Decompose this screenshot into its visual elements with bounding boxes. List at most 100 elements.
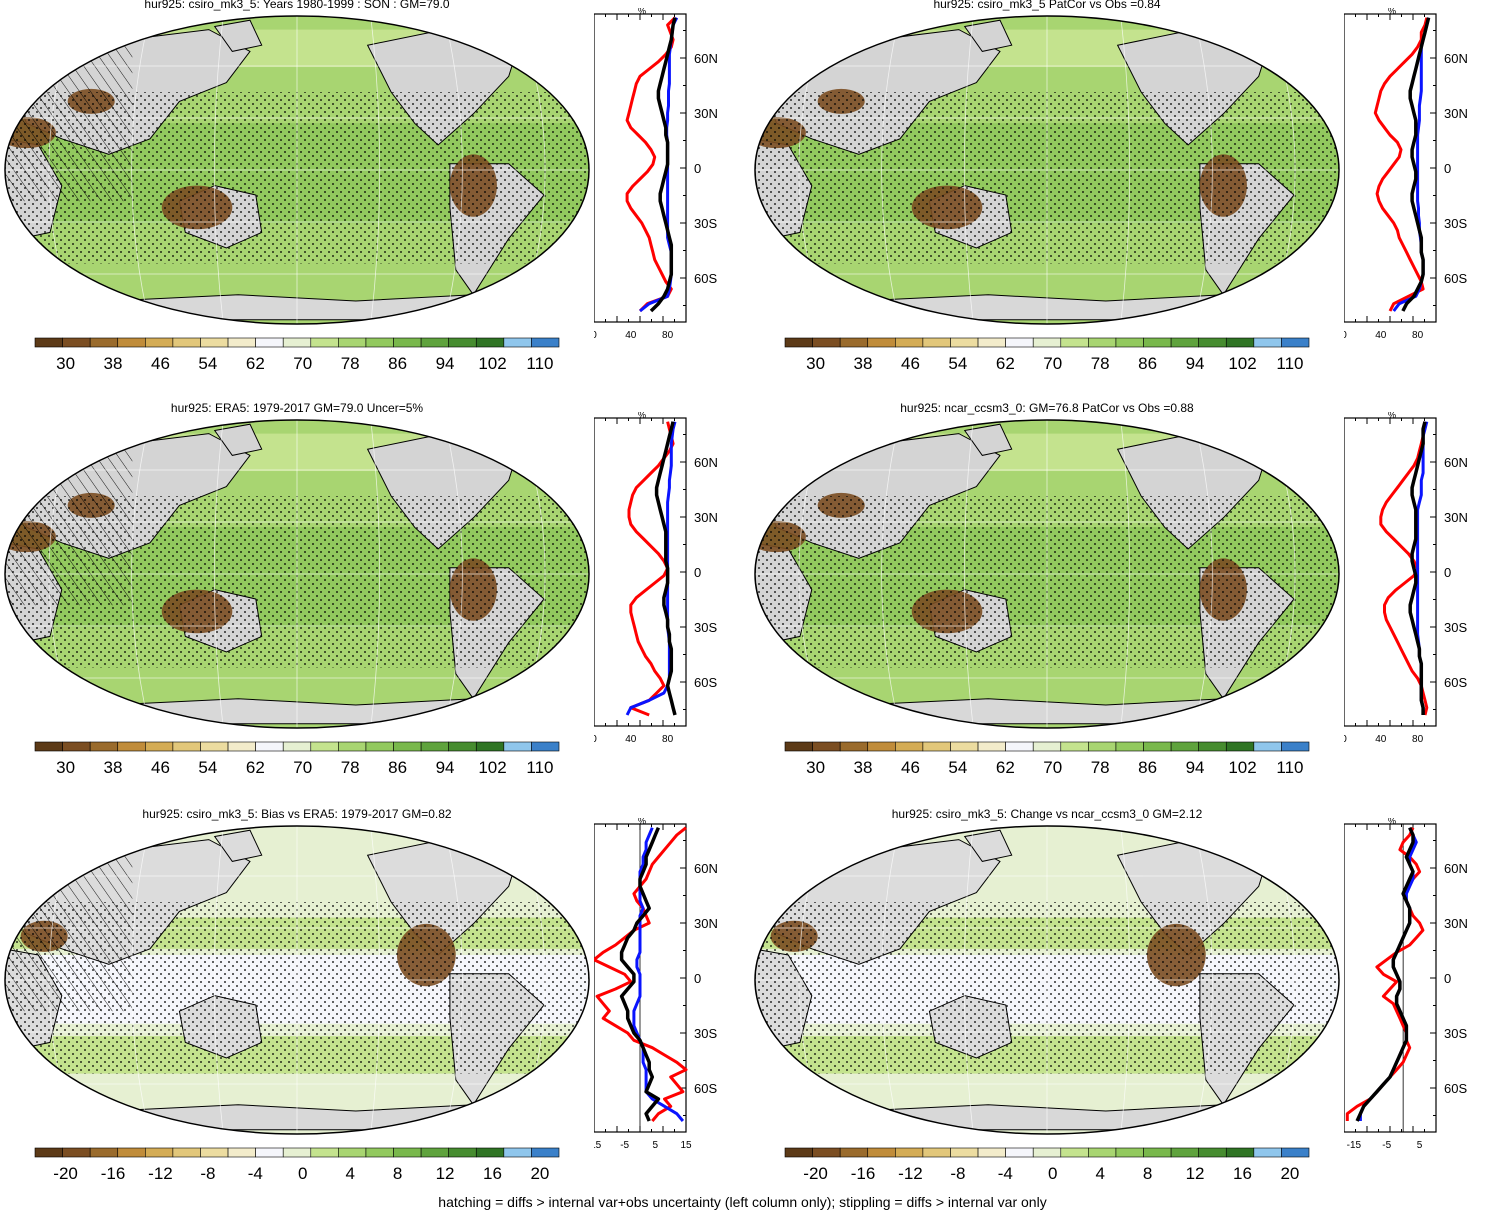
profile-lat-label: 30S: [1444, 1026, 1467, 1041]
colorbar-tick-label: 94: [436, 354, 455, 373]
colorbar-swatch: [1281, 337, 1310, 348]
land-mass: [963, 829, 1013, 862]
colorbar-tick-label: 54: [198, 354, 217, 373]
colorbar-tick-label: 46: [151, 758, 170, 777]
colorbar-tick-label: 102: [1228, 354, 1256, 373]
colorbar-swatch: [89, 1147, 119, 1158]
colorbar-swatch: [503, 741, 532, 752]
colorbar-swatch: [227, 741, 256, 752]
colorbar-tick-label: 86: [388, 354, 407, 373]
colorbar-swatch: [200, 337, 229, 348]
colorbar-swatch: [475, 337, 505, 348]
colorbar-swatch: [1115, 337, 1144, 348]
colorbar-swatch: [282, 337, 312, 348]
colorbar-swatch: [503, 337, 532, 348]
colorbar: -20 -16 -12 -8 -4 0 4 8 12 16 20: [784, 1147, 1310, 1183]
colorbar-swatch: [1060, 1147, 1089, 1158]
colorbar-swatch: [1143, 337, 1172, 348]
colorbar-swatch: [895, 337, 924, 348]
colorbar-tick-label: 38: [854, 758, 873, 777]
colorbar-swatch: [282, 741, 312, 752]
profile-line-red: [1373, 17, 1429, 312]
colorbar-swatch: [1088, 1147, 1117, 1158]
colorbar-swatch: [1060, 741, 1089, 752]
colorbar-tick-label: 78: [1091, 354, 1110, 373]
colorbar-swatch: [34, 741, 63, 752]
profile-x-tick-label: 40: [1375, 330, 1387, 341]
colorbar-swatch: [420, 337, 449, 348]
profile-unit-label: %: [1388, 8, 1396, 16]
colorbar-swatch: [1032, 337, 1062, 348]
colorbar-swatch: [200, 1147, 229, 1158]
colorbar-swatch: [1005, 337, 1034, 348]
colorbar-tick-label: 30: [806, 354, 825, 373]
profile-x-tick-label: 80: [662, 734, 674, 745]
colorbar-swatch: [1115, 1147, 1144, 1158]
colorbar-swatch: [338, 1147, 367, 1158]
colorbar-tick-label: 54: [198, 758, 217, 777]
map-title: hur925: csiro_mk3_5: Bias vs ERA5: 1979-…: [142, 807, 452, 821]
profile-lat-label: 30S: [694, 620, 717, 635]
colorbar-swatch: [448, 741, 477, 752]
colorbar-swatch: [393, 1147, 422, 1158]
profile-lat-label: 60S: [1444, 675, 1467, 690]
profile-lat-label: 30N: [1444, 510, 1468, 525]
colorbar-tick-label: 86: [1138, 758, 1157, 777]
profile-x-tick-label: 5: [1417, 1140, 1423, 1151]
colorbar-tick-label: 12: [1186, 1164, 1205, 1183]
zonal-profile: % 0 40 80 60N 30N 0 30S 60S: [594, 412, 718, 745]
profile-line-black: [654, 421, 677, 716]
profile-x-tick-label: -5: [1382, 1140, 1391, 1151]
colorbar: 30 38 46 54 62 70 78 86 94 102 110: [784, 741, 1310, 777]
profile-x-tick-label: 15: [680, 1140, 692, 1151]
colorbar-tick-label: 110: [526, 758, 553, 777]
colorbar-swatch: [922, 741, 951, 752]
colorbar-swatch: [227, 1147, 256, 1158]
profile-lat-label: 30N: [1444, 916, 1468, 931]
profile-lat-label: 60N: [1444, 51, 1468, 66]
colorbar-swatch: [117, 741, 146, 752]
profile-line-red: [625, 16, 677, 313]
colorbar-swatch: [1060, 337, 1089, 348]
colorbar-tick-label: -8: [200, 1164, 215, 1183]
colorbar-tick-label: 62: [996, 758, 1015, 777]
colorbar: 30 38 46 54 62 70 78 86 94 102 110: [34, 337, 560, 373]
profile-lat-label: 0: [1444, 161, 1451, 176]
colorbar-swatch: [503, 1147, 532, 1158]
colorbar-swatch: [1005, 741, 1034, 752]
profile-x-tick-label: 40: [1375, 734, 1387, 745]
colorbar-swatch: [145, 741, 174, 752]
colorbar-tick-label: 46: [901, 758, 920, 777]
colorbar-swatch: [145, 1147, 174, 1158]
colorbar-swatch: [310, 741, 339, 752]
colorbar-swatch: [34, 337, 63, 348]
profile-lat-label: 60S: [694, 1081, 717, 1096]
colorbar-swatch: [867, 1147, 896, 1158]
profile-x-tick-label: 5: [653, 1140, 659, 1151]
colorbar-tick-label: 20: [530, 1164, 549, 1183]
colorbar-tick-label: 70: [293, 354, 312, 373]
colorbar-swatch: [1198, 741, 1227, 752]
colorbar-tick-label: 70: [1043, 354, 1062, 373]
colorbar-swatch: [895, 1147, 924, 1158]
profile-lat-label: 30N: [694, 916, 718, 931]
profile-lat-label: 30S: [694, 1026, 717, 1041]
colorbar-swatch: [338, 741, 367, 752]
profile-lat-label: 60N: [694, 861, 718, 876]
colorbar-swatch: [867, 741, 896, 752]
colorbar-swatch: [34, 1147, 63, 1158]
colorbar-swatch: [62, 337, 91, 348]
profile-lat-label: 0: [694, 971, 701, 986]
land-mass: [213, 423, 263, 456]
map-plot: [754, 825, 1340, 1135]
colorbar-swatch: [922, 337, 951, 348]
colorbar-swatch: [1170, 741, 1199, 752]
profile-line-black: [619, 827, 661, 1122]
profile-line-black: [1401, 17, 1431, 312]
colorbar-tick-label: -8: [950, 1164, 965, 1183]
colorbar-tick-label: 94: [1186, 354, 1205, 373]
colorbar-swatch: [89, 337, 119, 348]
zonal-profile: % 0 40 80 60N 30N 0 30S 60S: [594, 8, 718, 341]
colorbar-swatch: [393, 337, 422, 348]
colorbar-swatch: [1225, 741, 1255, 752]
